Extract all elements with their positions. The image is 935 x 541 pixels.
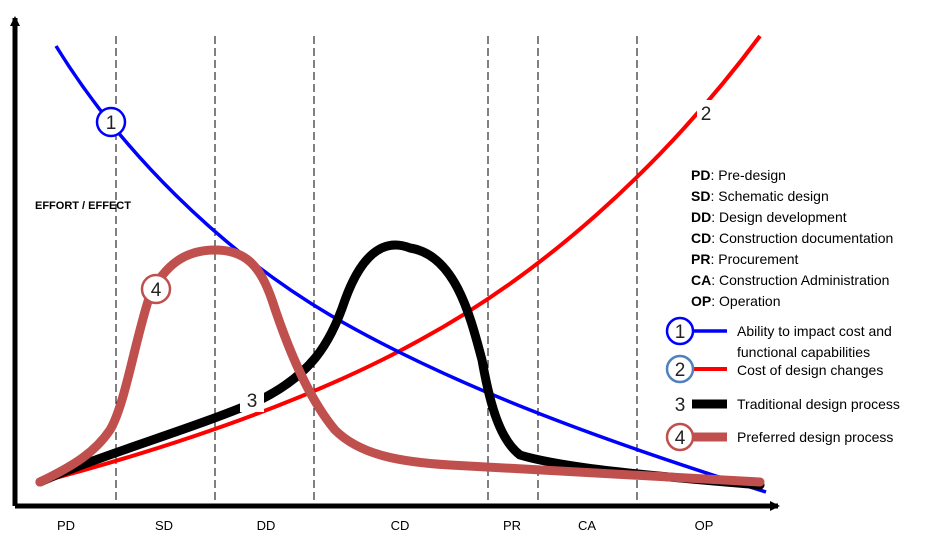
svg-text:1: 1 [106, 113, 117, 134]
legend-circle-1 [665, 316, 695, 346]
phase-labels: PD SD DD CD PR CA OP [57, 518, 713, 533]
legend-item-1: 1 Ability to impact cost and functional … [665, 316, 892, 360]
abbr-dd: DD: Design development [691, 209, 847, 225]
svg-text:3: 3 [675, 395, 686, 416]
curve-marker-1: 1 [95, 106, 127, 138]
svg-text:2: 2 [675, 360, 686, 381]
legend-label-1: Ability to impact cost and [737, 323, 892, 339]
curve-traditional-design-process [35, 240, 765, 490]
svg-text:2: 2 [701, 104, 712, 125]
legend-item-3: 3 Traditional design process [675, 395, 900, 416]
svg-text:3: 3 [247, 391, 258, 412]
phase-label-ca: CA [578, 518, 596, 533]
phase-label-cd: CD [391, 518, 410, 533]
abbr-op: OP: Operation [691, 293, 781, 309]
svg-text:4: 4 [675, 428, 686, 449]
curve-cost-of-design-changes [39, 34, 762, 484]
curve-ability-to-impact-cost [54, 45, 767, 494]
legend-label-2: Cost of design changes [737, 362, 883, 378]
abbr-pr: PR: Procurement [691, 251, 798, 267]
legend-circle-2 [665, 354, 695, 384]
abbr-ca: CA: Construction Administration [691, 272, 889, 288]
abbreviation-list: PD: Pre-design SD: Schematic design DD: … [691, 167, 893, 309]
curve-preferred-design-process [35, 245, 765, 487]
legend-item-4: 4 Preferred design process [665, 422, 893, 452]
curve-marker-4: 4 [140, 273, 172, 305]
svg-text:1: 1 [675, 322, 686, 343]
y-axis-label: EFFORT / EFFECT [35, 200, 131, 212]
abbr-pd: PD: Pre-design [691, 167, 786, 183]
legend-label-1b: functional capabilities [737, 344, 870, 360]
phase-label-op: OP [695, 518, 714, 533]
phase-label-dd: DD [257, 518, 276, 533]
curve-marker-2: 2 [697, 100, 715, 125]
curve-marker-3: 3 [240, 388, 264, 412]
legend: 1 Ability to impact cost and functional … [665, 316, 900, 452]
abbr-sd: SD: Schematic design [691, 188, 829, 204]
phase-label-sd: SD [155, 518, 173, 533]
legend-circle-4 [665, 422, 695, 452]
legend-label-4: Preferred design process [737, 429, 893, 445]
phase-label-pd: PD [57, 518, 75, 533]
svg-text:4: 4 [151, 280, 162, 301]
phase-label-pr: PR [503, 518, 521, 533]
legend-label-3: Traditional design process [737, 396, 900, 412]
abbr-cd: CD: Construction documentation [691, 230, 893, 246]
legend-item-2: 2 Cost of design changes [665, 354, 883, 384]
